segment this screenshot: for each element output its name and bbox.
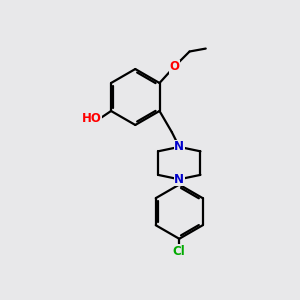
Text: HO: HO — [82, 112, 102, 125]
Text: N: N — [174, 173, 184, 186]
Text: Cl: Cl — [173, 244, 186, 258]
Text: O: O — [169, 60, 179, 73]
Text: N: N — [174, 140, 184, 153]
